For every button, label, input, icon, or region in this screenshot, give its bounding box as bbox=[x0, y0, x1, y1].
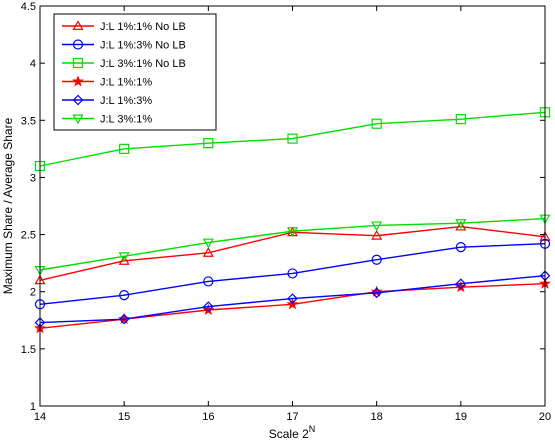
data-point bbox=[371, 118, 382, 129]
legend-marker bbox=[72, 94, 84, 106]
data-point bbox=[287, 268, 298, 279]
series-line bbox=[39, 243, 546, 305]
x-tick-label: 18 bbox=[371, 411, 383, 423]
data-point bbox=[118, 252, 130, 262]
x-tick-label: 15 bbox=[118, 411, 130, 423]
data-point bbox=[202, 247, 214, 257]
legend-marker bbox=[72, 75, 84, 87]
x-axis-label: Scale 2N bbox=[269, 424, 316, 441]
data-point bbox=[202, 238, 214, 249]
x-tick-label: 17 bbox=[286, 411, 298, 423]
y-tick-label: 3 bbox=[30, 172, 36, 184]
data-point bbox=[119, 143, 130, 154]
y-tick-label: 4 bbox=[30, 58, 36, 70]
series-layer bbox=[34, 107, 551, 334]
data-point bbox=[455, 114, 466, 125]
legend-label: J:L 1%:3% No LB bbox=[100, 40, 186, 52]
series-line bbox=[39, 217, 546, 271]
data-point bbox=[119, 290, 130, 301]
data-point bbox=[371, 254, 382, 265]
data-point bbox=[455, 219, 467, 229]
x-tick-label: 16 bbox=[202, 411, 214, 423]
legend-marker bbox=[72, 39, 84, 50]
x-tick-label: 20 bbox=[539, 411, 551, 423]
legend-entry: J:L 3%:1% bbox=[62, 114, 152, 126]
y-tick-label: 1 bbox=[30, 401, 36, 413]
data-point bbox=[455, 242, 466, 253]
y-tick-label: 1.5 bbox=[21, 344, 36, 356]
legend-marker bbox=[72, 20, 84, 30]
legend-entry: J:L 1%:1% bbox=[62, 75, 152, 89]
data-point bbox=[455, 220, 467, 231]
x-tick-label: 14 bbox=[34, 411, 46, 423]
legend-entry: J:L 1%:3% bbox=[62, 94, 152, 107]
x-tick-label: 19 bbox=[455, 411, 467, 423]
data-point bbox=[286, 227, 299, 237]
data-point bbox=[203, 138, 214, 149]
data-point bbox=[287, 293, 298, 304]
y-tick-label: 2.5 bbox=[21, 230, 36, 242]
axis-layer: 14 15 16 17 18 19 20 1 1.5 2 2.5 3 3.5 4 4.5 bbox=[21, 1, 551, 423]
legend-label: J:L 3%:1% No LB bbox=[100, 58, 186, 70]
y-axis-label: Maximum Share / Average Share bbox=[1, 117, 15, 294]
x-axis-label-base: Scale 2 bbox=[269, 427, 309, 441]
data-point bbox=[371, 287, 383, 299]
legend-entry: J:L 1%:3% No LB bbox=[62, 39, 186, 52]
data-point bbox=[118, 313, 130, 325]
legend-entry: J:L 3%:1% No LB bbox=[62, 57, 186, 70]
data-point bbox=[371, 230, 383, 240]
legend-marker bbox=[72, 57, 84, 69]
legend-box bbox=[53, 13, 217, 131]
y-tick-label: 2 bbox=[30, 287, 36, 299]
legend: J:L 1%:1% No LB J:L 1%:3% No LB J:L 3%:1% … bbox=[53, 13, 217, 131]
legend-label: J:L 1%:3% bbox=[100, 95, 152, 107]
series-line bbox=[39, 111, 546, 167]
data-point bbox=[202, 301, 214, 312]
data-point bbox=[455, 278, 467, 290]
legend-label: J:L 3%:1% bbox=[100, 114, 152, 126]
legend-label: J:L 1%:1% bbox=[100, 77, 152, 89]
y-tick-label: 4.5 bbox=[21, 1, 36, 13]
series-2 bbox=[34, 107, 551, 172]
data-point bbox=[203, 276, 214, 287]
data-point bbox=[371, 221, 383, 232]
x-axis-label-superscript: N bbox=[309, 424, 316, 434]
y-tick-label: 3.5 bbox=[21, 115, 36, 127]
data-point bbox=[118, 255, 130, 265]
series-line bbox=[39, 275, 546, 324]
data-point bbox=[287, 133, 298, 144]
legend-entry: J:L 1%:1% No LB bbox=[62, 20, 186, 33]
data-point bbox=[370, 285, 383, 297]
legend-label: J:L 1%:1% No LB bbox=[100, 21, 186, 33]
legend-marker bbox=[72, 114, 84, 125]
